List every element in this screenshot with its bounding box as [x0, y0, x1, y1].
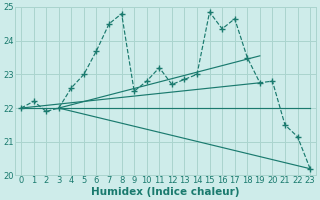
X-axis label: Humidex (Indice chaleur): Humidex (Indice chaleur) — [91, 187, 240, 197]
